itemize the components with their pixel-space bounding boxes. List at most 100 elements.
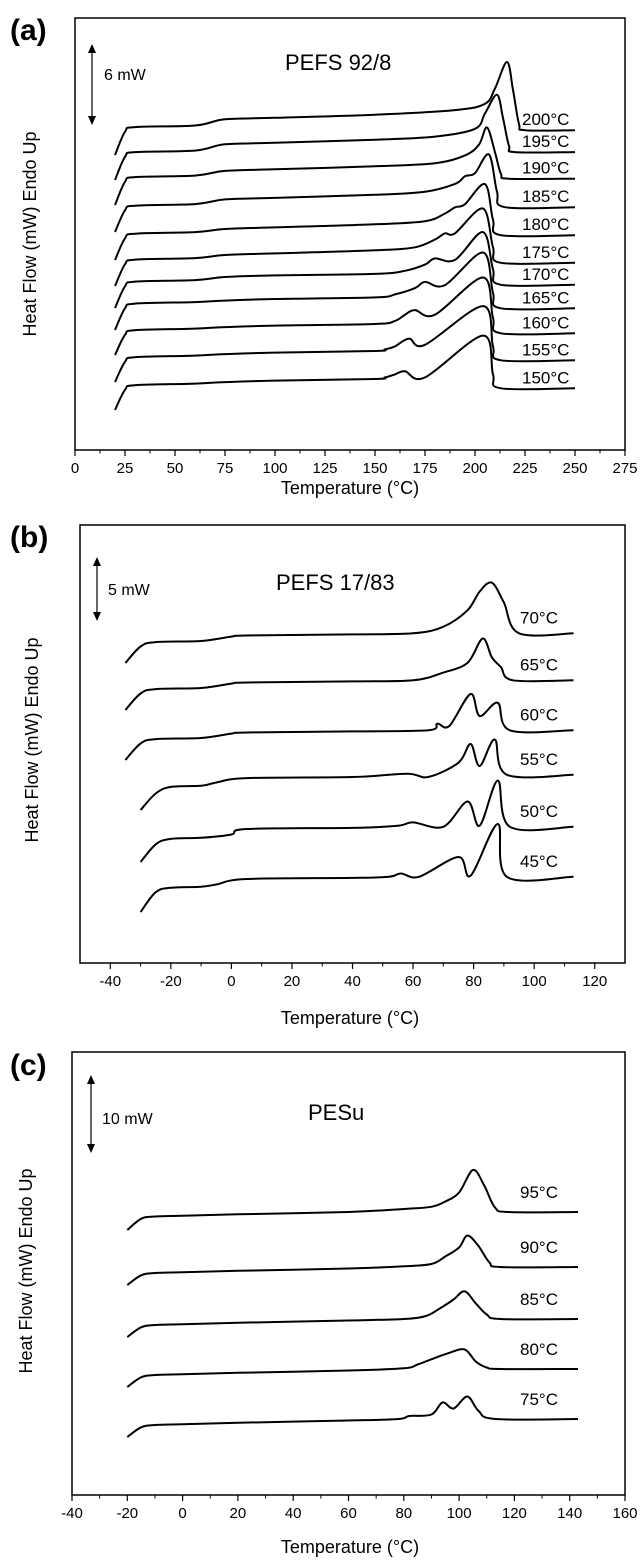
panel-c-x-tick-label: -20 (116, 1505, 138, 1522)
panel-a-curve-labels: 200°C 195°C 190°C 185°C 180°C 175°C 170°C 165°C… (522, 110, 569, 387)
panel-c-x-tick-label: 40 (285, 1505, 302, 1522)
panel-b-xlabel: Temperature (°C) (281, 1008, 419, 1028)
panel-b-curve-2 (124, 637, 574, 711)
panel-a-curve-label: 185°C (522, 187, 569, 206)
panel-a-curves (114, 60, 576, 411)
panel-b-x-ticks: -40 -20 0 20 40 60 80 100 120 (99, 963, 607, 990)
panel-a-curve-10 (114, 305, 576, 383)
panel-a-x-tick-label: 50 (167, 460, 184, 477)
panel-a-x-tick-label: 225 (512, 460, 537, 477)
panel-c-x-tick-label: 140 (557, 1505, 582, 1522)
panel-b-ylabel: Heat Flow (mW) Endo Up (22, 637, 42, 842)
panel-c-label: (c) (10, 1049, 47, 1082)
panel-b-x-tick-label: 120 (582, 973, 607, 990)
panel-b-x-tick-label: 60 (405, 973, 422, 990)
panel-b-curve-label: 70°C (520, 608, 558, 627)
panel-a-x-tick-label: 0 (71, 460, 79, 477)
panel-a-curve-3 (114, 126, 576, 206)
panel-c-curve-label: 75°C (520, 1390, 558, 1409)
panel-a-title: PEFS 92/8 (285, 50, 391, 75)
panel-a-curve-7 (114, 231, 576, 309)
panel-a-curve-4 (114, 153, 576, 233)
panel-b-label: (b) (10, 521, 48, 554)
panel-a-x-ticks: 0 25 50 75 100 125 150 175 200 225 250 275 (71, 450, 638, 477)
panel-a-scale-label: 6 mW (104, 67, 147, 84)
panel-c-curves (126, 1168, 579, 1438)
panel-c-curve-label: 80°C (520, 1340, 558, 1359)
panel-b-curve-3 (124, 693, 574, 761)
panel-a-curve-label: 150°C (522, 368, 569, 387)
panel-a-chart: (a) PEFS 92/8 6 mW 0 25 50 75 100 125 150 175 20… (10, 14, 638, 498)
panel-c-x-tick-label: 80 (395, 1505, 412, 1522)
panel-c-title: PESu (308, 1100, 364, 1125)
panel-a-curve-11 (114, 334, 576, 411)
panel-c-x-tick-label: 160 (612, 1505, 637, 1522)
panel-a-curve-label: 155°C (522, 340, 569, 359)
panel-a-x-tick-label: 200 (462, 460, 487, 477)
panel-a-curve-label: 165°C (522, 288, 569, 307)
panel-b-curve-4 (139, 738, 574, 811)
panel-c-curve-labels: 95°C 90°C 85°C 80°C 75°C (520, 1183, 558, 1409)
panel-c-x-tick-label: 100 (447, 1505, 472, 1522)
panel-a-x-tick-label: 275 (612, 460, 637, 477)
panel-b-x-tick-label: -20 (160, 973, 182, 990)
panel-a-curve-5 (114, 183, 576, 261)
panel-c-x-tick-label: 0 (178, 1505, 186, 1522)
panel-a-scale-bar (88, 44, 96, 125)
panel-b-curve-label: 55°C (520, 750, 558, 769)
panel-b-x-tick-label: 40 (344, 973, 361, 990)
panel-c-ylabel: Heat Flow (mW) Endo Up (16, 1168, 36, 1373)
panel-b-curve-5 (139, 779, 574, 863)
panel-a-curve-label: 180°C (522, 215, 569, 234)
panel-c-curve-label: 90°C (520, 1238, 558, 1257)
panel-b-x-tick-label: -40 (99, 973, 121, 990)
panel-a-curve-label: 190°C (522, 159, 569, 178)
panel-a-x-tick-label: 100 (262, 460, 287, 477)
panel-b-title: PEFS 17/83 (276, 570, 395, 595)
panel-a-x-tick-label: 75 (217, 460, 234, 477)
panel-b-curve-label: 50°C (520, 802, 558, 821)
panel-c-chart: (c) PESu 10 mW -40 -20 0 20 40 60 80 100 120 140 1… (10, 1049, 638, 1557)
panel-c-curve-label: 85°C (520, 1290, 558, 1309)
panel-b-x-tick-label: 20 (284, 973, 301, 990)
panel-c-curve-1 (126, 1168, 579, 1231)
panel-b-curve-6 (139, 822, 574, 913)
panel-c-x-tick-label: 60 (340, 1505, 357, 1522)
panel-a-curve-9 (114, 276, 576, 356)
panel-c-x-tick-label: 20 (230, 1505, 247, 1522)
panel-c-curve-label: 95°C (520, 1183, 558, 1202)
panel-a-x-tick-label: 125 (312, 460, 337, 477)
panel-c-curve-2 (126, 1234, 579, 1286)
panel-a-xlabel: Temperature (°C) (281, 478, 419, 498)
panel-c-curve-4 (126, 1348, 579, 1388)
panel-a-curve-1 (114, 60, 576, 156)
panel-b-curve-1 (124, 581, 574, 664)
panel-c-scale-label: 10 mW (102, 1111, 154, 1128)
panel-b-curve-label: 45°C (520, 852, 558, 871)
panel-b-curve-label: 65°C (520, 655, 558, 674)
panel-a-curve-8 (114, 251, 576, 331)
panel-b-scale-label: 5 mW (108, 582, 151, 599)
panel-a-curve-2 (114, 93, 576, 181)
panel-b-x-tick-label: 80 (465, 973, 482, 990)
panel-a-label: (a) (10, 14, 47, 47)
panel-c-xlabel: Temperature (°C) (281, 1537, 419, 1557)
panel-a-x-tick-label: 25 (117, 460, 134, 477)
panel-b-curve-label: 60°C (520, 705, 558, 724)
panel-a-curve-label: 195°C (522, 132, 569, 151)
panel-a-x-tick-label: 250 (562, 460, 587, 477)
panel-b-scale-bar (93, 557, 101, 621)
panel-b-x-tick-label: 100 (522, 973, 547, 990)
panel-a-curve-label: 170°C (522, 265, 569, 284)
panel-a-x-tick-label: 175 (412, 460, 437, 477)
panel-c-scale-bar (87, 1075, 95, 1153)
panel-a-ylabel: Heat Flow (mW) Endo Up (20, 131, 40, 336)
panel-c-x-tick-label: 120 (502, 1505, 527, 1522)
panel-c-x-ticks: -40 -20 0 20 40 60 80 100 120 140 160 (61, 1495, 638, 1522)
panel-c-x-tick-label: -40 (61, 1505, 83, 1522)
panel-b-curve-labels: 70°C 65°C 60°C 55°C 50°C 45°C (520, 608, 558, 871)
panel-a-curve-label: 200°C (522, 110, 569, 129)
panel-c-curve-5 (126, 1395, 579, 1438)
panel-b-x-tick-label: 0 (227, 973, 235, 990)
